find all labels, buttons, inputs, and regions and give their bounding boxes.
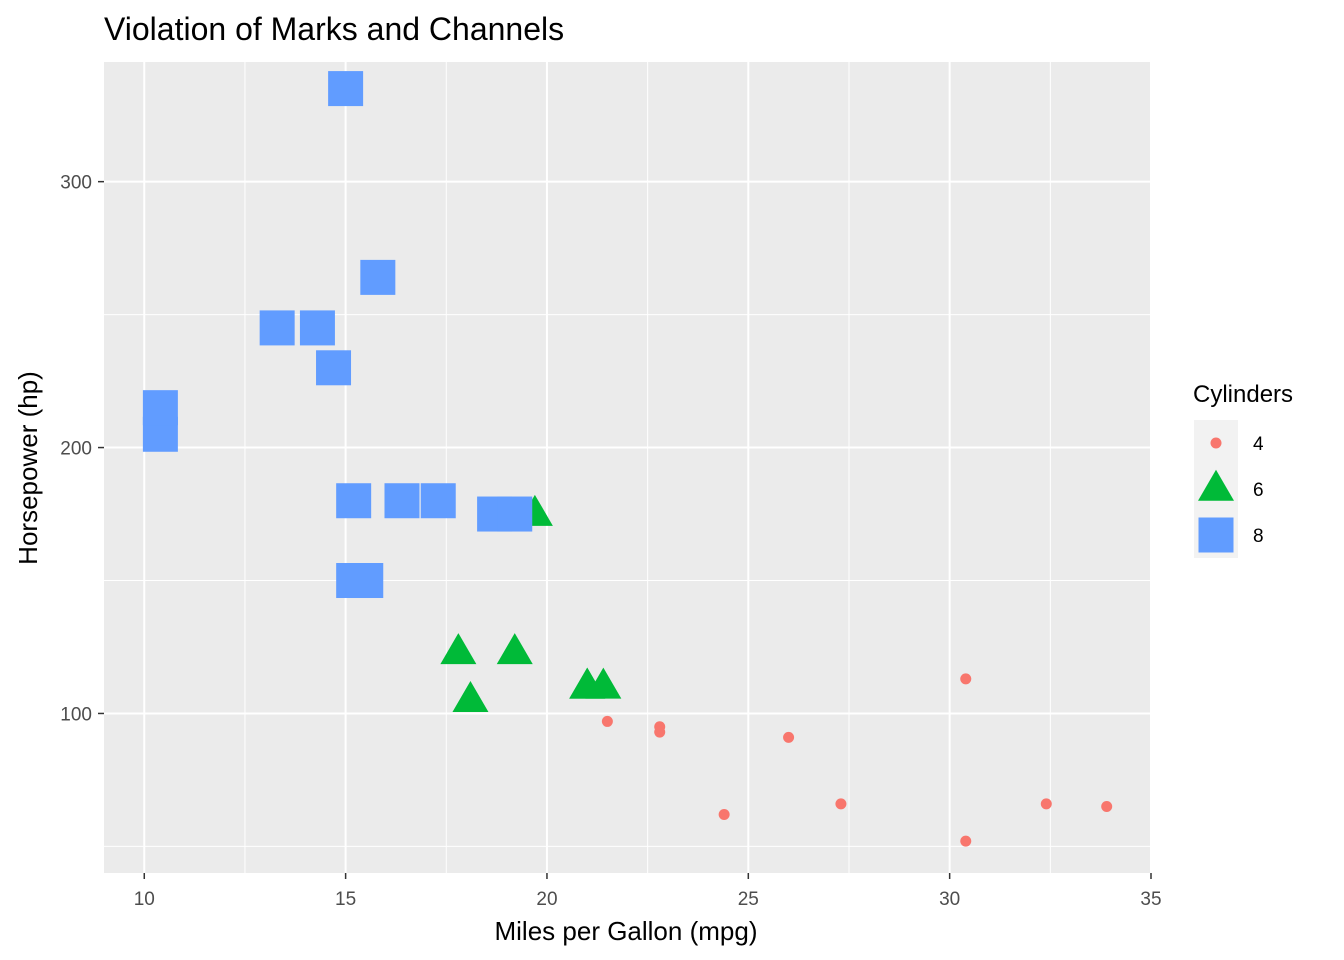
point-square <box>384 483 420 519</box>
point-circle <box>960 835 972 847</box>
chart-title: Violation of Marks and Channels <box>104 11 564 47</box>
axes: 10 15 20 25 30 35 100 200 300 <box>60 173 1161 910</box>
y-tick-label: 200 <box>60 439 92 460</box>
legend-key-triangle <box>1198 469 1234 501</box>
point-square <box>497 496 533 532</box>
y-tick-label: 100 <box>60 704 92 725</box>
point-square <box>316 350 352 386</box>
point-circle <box>835 798 847 810</box>
legend-label: 4 <box>1253 434 1264 455</box>
point-circle <box>1040 798 1052 810</box>
point-square <box>328 71 364 107</box>
point-square <box>299 310 335 346</box>
data-points <box>142 71 1113 847</box>
x-tick-label: 30 <box>939 889 960 910</box>
legend-key-circle <box>1210 437 1222 449</box>
x-tick-label: 15 <box>335 889 356 910</box>
point-triangle <box>496 633 533 665</box>
plot-panel <box>104 62 1151 873</box>
y-axis-title: Horsepower (hp) <box>13 371 43 565</box>
point-circle <box>1101 801 1113 813</box>
point-circle <box>601 715 613 727</box>
point-square <box>336 483 372 519</box>
point-square <box>420 483 456 519</box>
point-square <box>360 259 396 295</box>
x-tick-label: 10 <box>134 889 155 910</box>
x-tick-label: 20 <box>536 889 557 910</box>
point-triangle <box>440 633 477 665</box>
legend-label: 8 <box>1253 526 1264 547</box>
point-circle <box>718 809 730 821</box>
point-square <box>142 390 178 426</box>
y-tick-label: 300 <box>60 173 92 194</box>
x-tick-label: 25 <box>738 889 759 910</box>
point-square <box>259 310 295 346</box>
legend-title: Cylinders <box>1193 381 1293 408</box>
legend-label: 6 <box>1253 480 1264 501</box>
point-triangle <box>452 680 489 712</box>
grid-lines <box>104 62 1152 873</box>
point-triangle <box>585 667 622 699</box>
legend-key-square <box>1198 517 1234 553</box>
x-axis-title: Miles per Gallon (mpg) <box>495 916 758 946</box>
panel-background <box>104 62 1151 873</box>
point-circle <box>783 731 795 743</box>
point-square <box>336 563 372 599</box>
point-circle <box>654 721 666 733</box>
point-circle <box>960 673 972 685</box>
x-tick-label: 35 <box>1140 889 1161 910</box>
legend: Cylinders 4 6 8 <box>1193 381 1293 558</box>
